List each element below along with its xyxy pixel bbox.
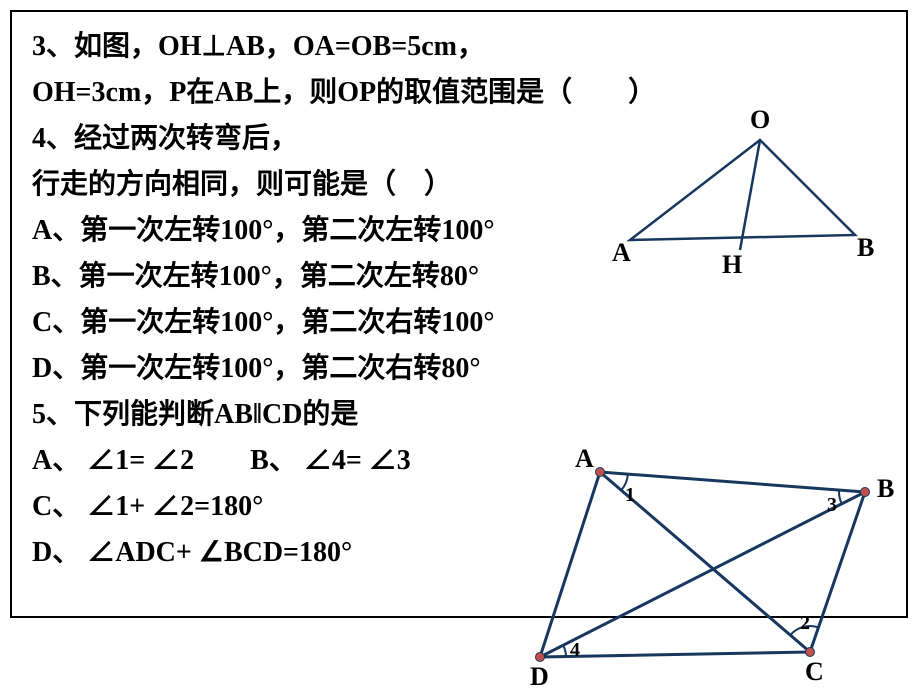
triangle-svg xyxy=(620,130,880,280)
page: 3、如图，OH⊥AB，OA=OB=5cm， OH=3cm，P在AB上，则OP的取… xyxy=(0,0,920,690)
q4-optC: C、第一次左转100°，第二次右转100° xyxy=(32,300,886,346)
angle-label-4: 4 xyxy=(570,639,580,662)
q3-line1: 3、如图，OH⊥AB，OA=OB=5cm， xyxy=(32,24,886,70)
angle-label-3: 3 xyxy=(827,494,837,517)
angle-label-2: 2 xyxy=(800,612,810,635)
label-B: B xyxy=(857,233,874,263)
label-D: D xyxy=(530,662,549,692)
label-H: H xyxy=(722,250,742,280)
label-B: B xyxy=(877,474,894,504)
label-O: O xyxy=(750,105,770,135)
label-A: A xyxy=(612,238,631,268)
triangle-diagram: O A H B xyxy=(620,130,880,280)
q4-optD: D、第一次左转100°，第二次右转80° xyxy=(32,346,886,392)
quadrilateral-diagram: A B C D 1 2 3 4 xyxy=(520,452,900,687)
angle-label-1: 1 xyxy=(625,484,635,507)
label-A: A xyxy=(575,444,594,474)
q5-line1: 5、下列能判断AB‖CD的是 xyxy=(32,392,886,438)
label-C: C xyxy=(805,657,824,687)
